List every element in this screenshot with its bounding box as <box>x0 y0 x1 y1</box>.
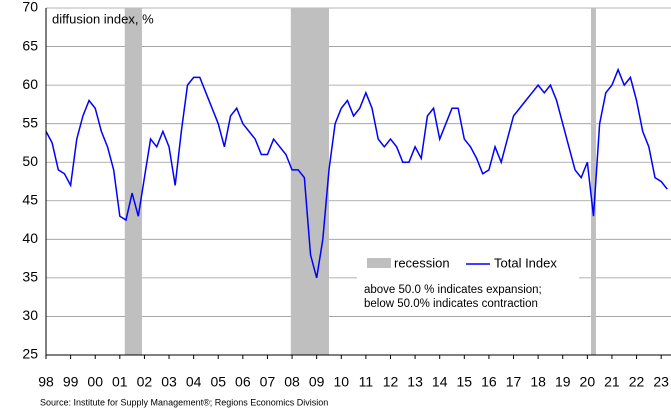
y-tick-label: 70 <box>22 0 38 15</box>
x-tick-label: 07 <box>260 374 276 390</box>
x-tick-label: 04 <box>186 374 202 390</box>
x-tick-label: 99 <box>63 374 79 390</box>
x-tick-label: 17 <box>506 374 522 390</box>
x-tick-label: 09 <box>309 374 325 390</box>
x-tick-label: 14 <box>432 374 448 390</box>
legend-label: recession <box>394 255 450 270</box>
x-tick-label: 23 <box>653 374 669 390</box>
y-tick-label: 40 <box>22 230 38 246</box>
x-tick-label: 20 <box>580 374 596 390</box>
x-tick-label: 15 <box>457 374 473 390</box>
x-tick-label: 22 <box>629 374 645 390</box>
x-tick-label: 13 <box>407 374 423 390</box>
legend-box <box>357 252 579 316</box>
x-tick-label: 98 <box>38 374 54 390</box>
source: Source: Institute for Supply Management®… <box>40 397 328 407</box>
recession-band <box>124 8 142 355</box>
y-tick-label: 55 <box>22 114 38 130</box>
x-tick-label: 02 <box>137 374 153 390</box>
x-tick-label: 16 <box>481 374 497 390</box>
data-line <box>45 67 668 279</box>
recession-band <box>290 8 329 355</box>
x-tick-label: 06 <box>235 374 251 390</box>
x-tick-label: 10 <box>333 374 349 390</box>
annotation: below 50.0% indicates contraction <box>364 298 538 310</box>
y-tick-label: 60 <box>22 76 38 92</box>
x-tick-label: 12 <box>383 374 399 390</box>
y-tick-label: 45 <box>22 191 38 207</box>
legend-label: Total Index <box>494 255 557 270</box>
x-tick-label: 00 <box>87 374 103 390</box>
x-tick-label: 11 <box>359 374 374 390</box>
x-tick-label: 18 <box>530 374 546 390</box>
x-tick-label: 21 <box>604 374 620 390</box>
legend-swatch <box>367 258 391 268</box>
y-tick-label: 65 <box>22 37 38 53</box>
x-tick-label: 08 <box>284 374 300 390</box>
x-tick-label: 01 <box>112 374 128 390</box>
y-tick-label: 35 <box>22 269 38 285</box>
y-axis-label: diffusion index, % <box>52 11 154 26</box>
recession-band <box>591 8 596 355</box>
y-tick-label: 30 <box>22 307 38 323</box>
y-tick-label: 50 <box>22 153 38 169</box>
x-tick-label: 03 <box>161 374 177 390</box>
annotation: above 50.0 % indicates expansion; <box>364 284 542 296</box>
plot-area <box>45 7 671 356</box>
y-tick-label: 25 <box>22 346 38 362</box>
x-tick-label: 05 <box>210 374 226 390</box>
x-tick-label: 19 <box>555 374 571 390</box>
